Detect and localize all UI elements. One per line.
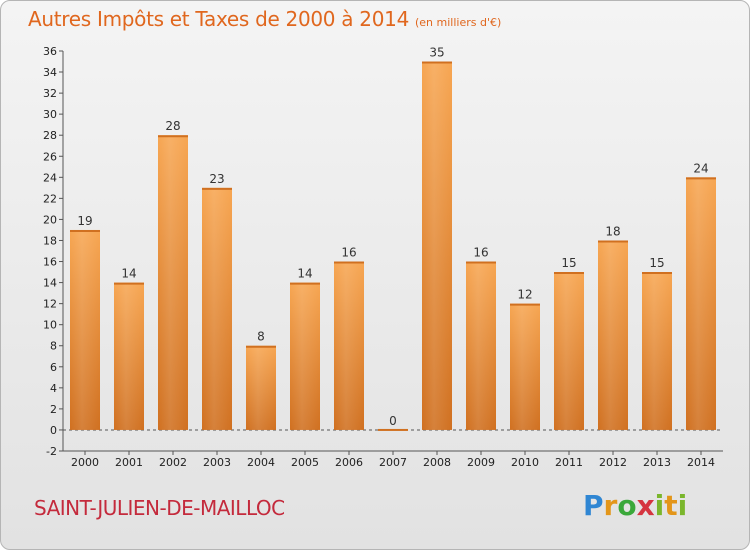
chart-labels: 19 14 28 23 8 14 16 0 35 16 12 15 18 15 24 [77,46,708,428]
bar-sheen-2014 [686,177,716,430]
bar-sheen-2010 [510,303,540,430]
value-label-2003: 23 [209,172,224,186]
y-tick-label: 20 [43,213,57,226]
value-label-2009: 16 [473,246,488,260]
commune-name: SAINT-JULIEN-DE-MAILLOC [34,496,285,520]
y-tick-label: 4 [50,382,57,395]
value-label-2007: 0 [389,414,397,428]
bar-sheen-2008 [422,61,452,430]
chart-subtitle: (en milliers d'€) [415,16,502,29]
value-label-2000: 19 [77,214,92,228]
bar-sheen-2001 [114,282,144,430]
bar-sheen-2006 [334,261,364,430]
x-tick-label-2011: 2011 [555,456,583,469]
y-tick-label: 16 [43,256,57,269]
x-tick-label-2001: 2001 [115,456,143,469]
y-tick-label: 18 [43,234,57,247]
value-label-2012: 18 [605,224,620,238]
y-tick-label: -2 [46,445,57,458]
bar-sheen-2005 [290,282,320,430]
y-tick-label: 32 [43,87,57,100]
y-tick-label: 6 [50,361,57,374]
y-tick-label: 24 [43,171,57,184]
bar-sheen-2000 [70,229,100,430]
x-tick-label-2007: 2007 [379,456,407,469]
bar-sheen-2011 [554,272,584,430]
value-label-2002: 28 [165,119,180,133]
x-tick-label-2006: 2006 [335,456,363,469]
y-tick-label: 0 [50,424,57,437]
value-label-2014: 24 [693,161,708,175]
y-tick-label: 30 [43,108,57,121]
x-tick-label-2005: 2005 [291,456,319,469]
x-tick-label-2014: 2014 [687,456,715,469]
x-tick-label-2009: 2009 [467,456,495,469]
proxiti-logo: Proxiti [583,489,688,522]
y-tick-label: 34 [43,66,57,79]
x-tick-label-2013: 2013 [643,456,671,469]
x-tick-label-2003: 2003 [203,456,231,469]
bar-sheen-2002 [158,135,188,430]
x-tick-label-2008: 2008 [423,456,451,469]
x-tick-label-2000: 2000 [71,456,99,469]
y-tick-label: 36 [43,45,57,58]
y-tick-label: 2 [50,403,57,416]
y-tick-label: 26 [43,150,57,163]
chart-bars [70,61,716,431]
y-tick-label: 14 [43,277,57,290]
bar-sheen-2009 [466,261,496,430]
x-tick-label-2002: 2002 [159,456,187,469]
bar-sheen-2012 [598,240,628,430]
bar-sheen-2003 [202,187,232,430]
value-label-2008: 35 [429,46,444,60]
bar-2007 [378,428,408,431]
y-tick-label: 8 [50,340,57,353]
y-tick-label: 28 [43,129,57,142]
value-label-2011: 15 [561,256,576,270]
chart-title-block: Autres Impôts et Taxes de 2000 à 2014 (en… [28,7,501,31]
y-tick-label: 12 [43,298,57,311]
value-label-2013: 15 [649,256,664,270]
value-label-2006: 16 [341,246,356,260]
x-tick-label-2012: 2012 [599,456,627,469]
y-tick-label: 22 [43,192,57,205]
bar-sheen-2013 [642,272,672,430]
y-tick-label: 10 [43,319,57,332]
value-label-2010: 12 [517,288,532,302]
x-tick-label-2010: 2010 [511,456,539,469]
chart-title: Autres Impôts et Taxes de 2000 à 2014 [28,7,409,31]
value-label-2005: 14 [297,267,312,281]
value-label-2004: 8 [257,330,265,344]
x-tick-label-2004: 2004 [247,456,275,469]
value-label-2001: 14 [121,267,136,281]
bar-sheen-2004 [246,345,276,430]
